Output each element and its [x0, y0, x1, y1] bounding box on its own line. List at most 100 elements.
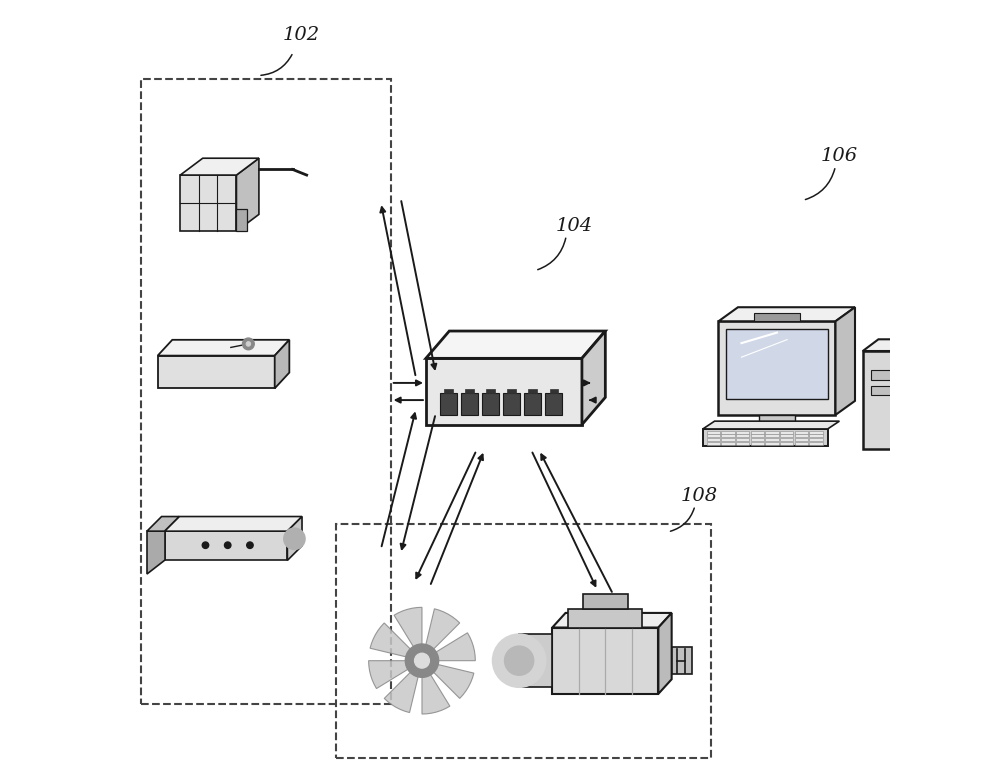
Polygon shape	[426, 331, 605, 359]
Polygon shape	[863, 339, 929, 351]
Circle shape	[247, 542, 253, 548]
Circle shape	[246, 341, 251, 346]
Polygon shape	[180, 158, 259, 175]
Polygon shape	[426, 608, 460, 649]
Polygon shape	[795, 438, 808, 441]
Polygon shape	[422, 675, 450, 714]
Polygon shape	[158, 355, 275, 388]
Polygon shape	[726, 329, 828, 399]
Polygon shape	[658, 613, 672, 694]
Polygon shape	[765, 435, 779, 437]
Polygon shape	[158, 340, 289, 355]
Polygon shape	[503, 393, 520, 415]
Polygon shape	[871, 386, 906, 395]
Bar	[336, 524, 711, 758]
Polygon shape	[721, 435, 735, 437]
Polygon shape	[550, 389, 558, 393]
Polygon shape	[736, 438, 749, 441]
Polygon shape	[486, 389, 495, 393]
Polygon shape	[914, 339, 929, 449]
Circle shape	[505, 646, 534, 675]
Polygon shape	[718, 307, 855, 321]
Polygon shape	[707, 442, 720, 445]
Polygon shape	[871, 370, 906, 380]
Polygon shape	[394, 608, 422, 647]
Polygon shape	[707, 435, 720, 437]
Polygon shape	[583, 594, 628, 609]
Polygon shape	[528, 389, 537, 393]
Polygon shape	[835, 307, 855, 415]
Text: 102: 102	[282, 27, 320, 45]
Polygon shape	[765, 431, 779, 434]
Polygon shape	[519, 634, 552, 687]
Polygon shape	[582, 331, 605, 424]
Polygon shape	[287, 517, 302, 561]
Polygon shape	[765, 442, 779, 445]
Polygon shape	[545, 393, 562, 415]
Polygon shape	[465, 389, 474, 393]
Polygon shape	[703, 421, 839, 429]
Polygon shape	[165, 517, 302, 531]
Polygon shape	[765, 438, 779, 441]
Polygon shape	[436, 633, 475, 661]
Circle shape	[406, 644, 438, 677]
Polygon shape	[568, 609, 642, 627]
Polygon shape	[809, 442, 823, 445]
Polygon shape	[672, 648, 692, 674]
Polygon shape	[370, 623, 410, 657]
Polygon shape	[721, 442, 735, 445]
Polygon shape	[552, 627, 658, 694]
Polygon shape	[507, 389, 516, 393]
Polygon shape	[444, 389, 453, 393]
Polygon shape	[147, 531, 165, 574]
Polygon shape	[721, 431, 735, 434]
Polygon shape	[780, 442, 793, 445]
Polygon shape	[748, 424, 806, 429]
Circle shape	[202, 542, 209, 548]
Polygon shape	[736, 442, 749, 445]
Polygon shape	[780, 435, 793, 437]
Polygon shape	[707, 438, 720, 441]
Polygon shape	[718, 321, 835, 415]
Polygon shape	[736, 435, 749, 437]
Polygon shape	[434, 665, 474, 698]
Circle shape	[415, 653, 429, 668]
Circle shape	[243, 338, 254, 350]
Polygon shape	[461, 393, 478, 415]
Polygon shape	[795, 431, 808, 434]
Polygon shape	[426, 359, 582, 424]
Polygon shape	[703, 429, 828, 446]
Polygon shape	[759, 415, 795, 424]
Polygon shape	[751, 435, 764, 437]
Polygon shape	[275, 340, 289, 388]
Polygon shape	[809, 438, 823, 441]
Polygon shape	[440, 393, 457, 415]
Polygon shape	[552, 613, 672, 627]
Polygon shape	[369, 661, 408, 688]
Polygon shape	[165, 531, 287, 561]
Polygon shape	[809, 435, 823, 437]
Polygon shape	[863, 351, 914, 449]
Text: 106: 106	[821, 147, 858, 165]
Polygon shape	[482, 393, 499, 415]
Polygon shape	[751, 431, 764, 434]
Text: 108: 108	[680, 486, 718, 504]
Circle shape	[284, 529, 305, 550]
Circle shape	[224, 542, 231, 548]
FancyBboxPatch shape	[236, 209, 247, 231]
Polygon shape	[751, 442, 764, 445]
Circle shape	[493, 634, 546, 687]
Polygon shape	[780, 431, 793, 434]
Polygon shape	[721, 438, 735, 441]
Polygon shape	[795, 442, 808, 445]
Polygon shape	[809, 431, 823, 434]
Polygon shape	[180, 175, 236, 231]
Polygon shape	[384, 673, 418, 713]
Polygon shape	[736, 431, 749, 434]
Polygon shape	[147, 517, 179, 531]
Polygon shape	[524, 393, 541, 415]
Bar	[141, 79, 391, 704]
Polygon shape	[754, 313, 800, 321]
Polygon shape	[707, 431, 720, 434]
Polygon shape	[795, 435, 808, 437]
